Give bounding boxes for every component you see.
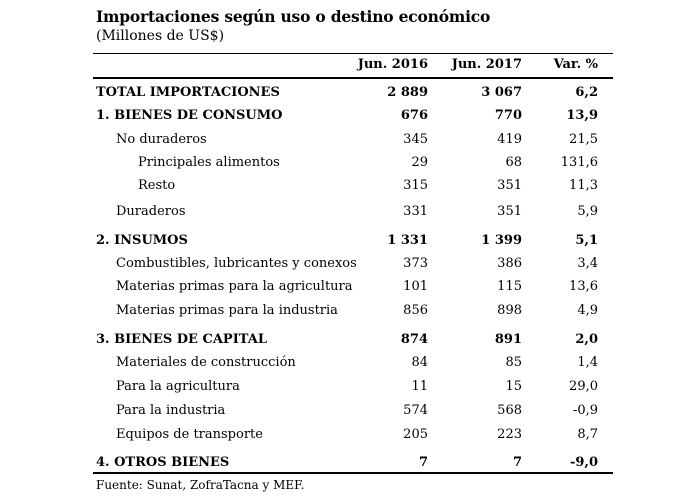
table-row: Para la industria 574 568 -0,9 xyxy=(93,400,613,422)
table-header-row: Jun. 2016 Jun. 2017 Var. % xyxy=(93,54,613,76)
table-row: 1. BIENES DE CONSUMO 676 770 13,9 xyxy=(93,105,613,127)
column-header: Jun. 2017 xyxy=(451,57,522,72)
cell-var-pct: 2,0 xyxy=(575,332,598,347)
cell-jun-2017: 770 xyxy=(494,108,522,123)
cell-jun-2016: 29 xyxy=(411,155,428,170)
row-label: 3. BIENES DE CAPITAL xyxy=(96,332,267,347)
cell-jun-2016: 11 xyxy=(411,379,428,394)
row-label: Principales alimentos xyxy=(138,155,280,170)
cell-jun-2017: 568 xyxy=(497,403,522,418)
cell-jun-2016: 1 331 xyxy=(387,233,428,248)
cell-var-pct: 13,9 xyxy=(566,108,598,123)
cell-jun-2016: 2 889 xyxy=(387,85,428,100)
cell-jun-2016: 101 xyxy=(403,279,428,294)
row-label: TOTAL IMPORTACIONES xyxy=(96,85,280,100)
row-label: Duraderos xyxy=(116,204,186,219)
cell-jun-2017: 85 xyxy=(505,355,522,370)
cell-jun-2017: 386 xyxy=(497,256,522,271)
row-label: 1. BIENES DE CONSUMO xyxy=(96,108,283,123)
cell-jun-2016: 676 xyxy=(400,108,428,123)
cell-jun-2017: 7 xyxy=(512,455,522,470)
row-label: Para la agricultura xyxy=(116,379,240,394)
cell-jun-2017: 1 399 xyxy=(481,233,522,248)
cell-jun-2016: 574 xyxy=(403,403,428,418)
table-row: 2. INSUMOS 1 331 1 399 5,1 xyxy=(93,230,613,252)
cell-var-pct: 11,3 xyxy=(569,178,598,193)
cell-var-pct: 1,4 xyxy=(577,355,598,370)
row-label: 4. OTROS BIENES xyxy=(96,455,230,470)
cell-jun-2016: 373 xyxy=(403,256,428,271)
table-row: Para la agricultura 11 15 29,0 xyxy=(93,376,613,398)
table-row: 3. BIENES DE CAPITAL 874 891 2,0 xyxy=(93,329,613,351)
table-row: Duraderos 331 351 5,9 xyxy=(93,201,613,223)
cell-jun-2017: 351 xyxy=(497,178,522,193)
cell-jun-2017: 15 xyxy=(505,379,522,394)
cell-jun-2016: 331 xyxy=(403,204,428,219)
source-note: Fuente: Sunat, ZofraTacna y MEF. xyxy=(96,478,305,492)
cell-jun-2017: 351 xyxy=(497,204,522,219)
cell-jun-2017: 891 xyxy=(494,332,522,347)
cell-jun-2016: 345 xyxy=(403,132,428,147)
column-header: Jun. 2016 xyxy=(357,57,428,72)
cell-jun-2016: 874 xyxy=(400,332,428,347)
page-title: Importaciones según uso o destino económ… xyxy=(96,7,491,26)
column-header: Var. % xyxy=(553,57,598,72)
row-label: Resto xyxy=(138,178,176,193)
cell-var-pct: 29,0 xyxy=(569,379,598,394)
row-label: Materias primas para la industria xyxy=(116,303,338,318)
cell-var-pct: 13,6 xyxy=(569,279,598,294)
table-row: Materiales de construcción 84 85 1,4 xyxy=(93,352,613,374)
header-rule xyxy=(93,77,613,79)
table-row: 4. OTROS BIENES 7 7 -9,0 xyxy=(93,452,613,474)
cell-jun-2016: 205 xyxy=(403,427,428,442)
table-row: Principales alimentos 29 68 131,6 xyxy=(93,152,613,174)
cell-var-pct: 21,5 xyxy=(569,132,598,147)
cell-jun-2016: 84 xyxy=(411,355,428,370)
top-rule xyxy=(93,53,613,54)
cell-jun-2017: 419 xyxy=(497,132,522,147)
table-row: TOTAL IMPORTACIONES 2 889 3 067 6,2 xyxy=(93,82,613,104)
cell-jun-2017: 3 067 xyxy=(481,85,522,100)
row-label: 2. INSUMOS xyxy=(96,233,188,248)
cell-var-pct: 8,7 xyxy=(577,427,598,442)
row-label: Equipos de transporte xyxy=(116,427,263,442)
cell-jun-2016: 7 xyxy=(418,455,428,470)
cell-var-pct: 6,2 xyxy=(575,85,598,100)
cell-jun-2016: 856 xyxy=(403,303,428,318)
cell-var-pct: 5,9 xyxy=(577,204,598,219)
cell-var-pct: -9,0 xyxy=(569,455,598,470)
page-subtitle: (Millones de US$) xyxy=(96,28,225,44)
table-row: Resto 315 351 11,3 xyxy=(93,175,613,197)
row-label: Materias primas para la agricultura xyxy=(116,279,353,294)
cell-var-pct: 4,9 xyxy=(577,303,598,318)
bottom-rule xyxy=(93,472,613,474)
cell-jun-2017: 115 xyxy=(497,279,522,294)
table-row: Equipos de transporte 205 223 8,7 xyxy=(93,424,613,446)
row-label: Materiales de construcción xyxy=(116,355,296,370)
cell-var-pct: -0,9 xyxy=(572,403,598,418)
row-label: Para la industria xyxy=(116,403,226,418)
cell-var-pct: 5,1 xyxy=(575,233,598,248)
row-label: Combustibles, lubricantes y conexos xyxy=(116,256,357,271)
cell-jun-2017: 223 xyxy=(497,427,522,442)
cell-jun-2017: 898 xyxy=(497,303,522,318)
table-row: No duraderos 345 419 21,5 xyxy=(93,129,613,151)
cell-var-pct: 131,6 xyxy=(560,155,598,170)
cell-var-pct: 3,4 xyxy=(577,256,598,271)
cell-jun-2017: 68 xyxy=(505,155,522,170)
table-row: Materias primas para la industria 856 89… xyxy=(93,300,613,322)
cell-jun-2016: 315 xyxy=(403,178,428,193)
row-label: No duraderos xyxy=(116,132,207,147)
table-row: Materias primas para la agricultura 101 … xyxy=(93,276,613,298)
table-row: Combustibles, lubricantes y conexos 373 … xyxy=(93,253,613,275)
